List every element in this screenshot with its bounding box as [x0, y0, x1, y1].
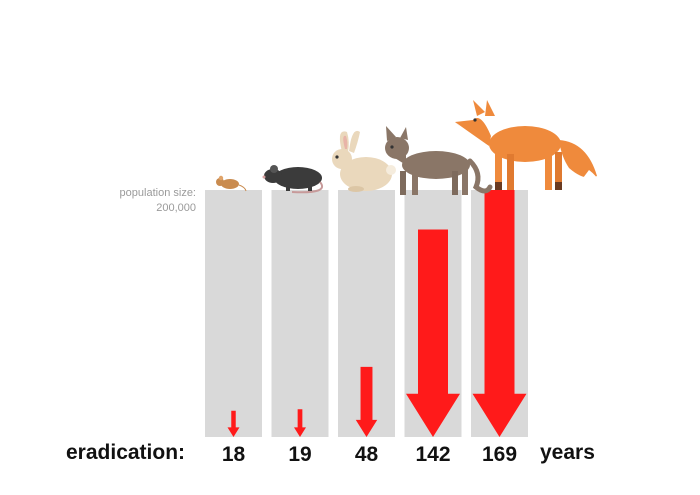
- eradication-row-label: eradication:: [66, 441, 186, 464]
- population-column: [271, 190, 329, 437]
- eradication-years-value: 142: [415, 443, 450, 466]
- eradication-years-value: 18: [222, 443, 246, 466]
- eradication-arrow: [294, 409, 306, 437]
- rabbit-icon: [332, 130, 396, 192]
- fox-icon: [455, 100, 599, 190]
- eradication-arrow: [406, 229, 460, 437]
- eradication-arrow: [227, 410, 240, 437]
- population-size-caption: population size:: [119, 187, 196, 199]
- population-column: [205, 190, 262, 437]
- cat-icon: [385, 126, 493, 195]
- population-size-label: population size: 200,000: [76, 186, 196, 216]
- years-unit-label: years: [540, 441, 595, 464]
- eradication-arrow: [355, 366, 378, 437]
- rat-icon: [262, 165, 323, 194]
- eradication-years-value: 19: [288, 443, 311, 466]
- eradication-years-value: 48: [355, 443, 379, 466]
- eradication-arrow: [472, 190, 527, 437]
- mouse-icon: [216, 175, 247, 192]
- population-size-value: 200,000: [156, 202, 196, 214]
- eradication-years-value: 169: [482, 443, 517, 466]
